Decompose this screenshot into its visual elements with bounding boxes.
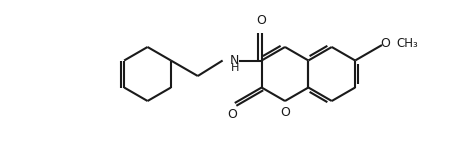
Text: O: O xyxy=(279,107,289,119)
Text: O: O xyxy=(226,108,236,121)
Text: H: H xyxy=(230,64,238,74)
Text: O: O xyxy=(256,14,266,27)
Text: N: N xyxy=(229,54,239,67)
Text: CH₃: CH₃ xyxy=(395,38,417,50)
Text: O: O xyxy=(380,38,389,50)
